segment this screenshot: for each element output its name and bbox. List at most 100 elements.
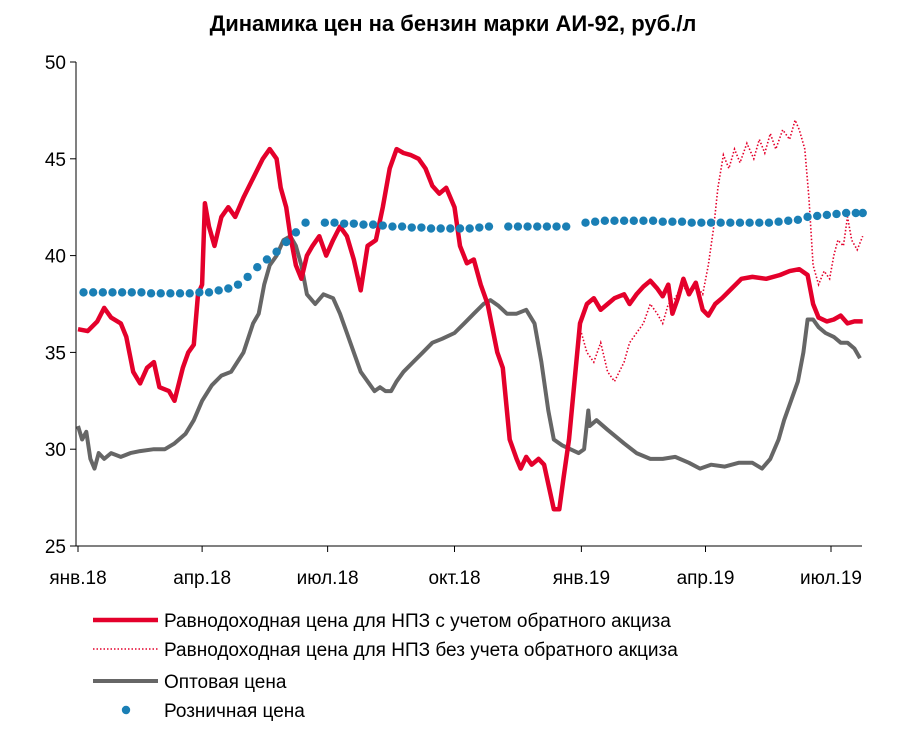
legend: Равнодоходная цена для НПЗ с учетом обра…: [93, 611, 678, 722]
chart-axes: 25 30 35 40 45 50 янв.18 апр.18 июл.18 окт.18 янв.…: [45, 53, 862, 589]
retail-price-point: [822, 210, 832, 220]
retail-price-point: [388, 222, 397, 231]
retail-price-point: [562, 222, 571, 231]
series-equal-yield-with-excise: [77, 146, 863, 512]
x-tick-label: апр.19: [677, 568, 735, 589]
retail-price-point: [446, 224, 455, 233]
series-retail-price: [79, 208, 867, 298]
legend-label: Оптовая цена: [164, 672, 287, 693]
plot-area: [76, 117, 867, 512]
y-tick-label: 50: [45, 53, 66, 74]
series-wholesale-price: [76, 234, 862, 471]
retail-price-point: [166, 289, 175, 298]
retail-price-point: [813, 211, 822, 221]
retail-price-point: [793, 215, 803, 224]
retail-price-point: [407, 223, 416, 232]
retail-price-point: [774, 217, 783, 226]
retail-price-point: [175, 289, 185, 298]
retail-price-point: [784, 216, 793, 225]
retail-price-point: [146, 289, 156, 298]
x-tick-label: янв.18: [49, 568, 106, 589]
chart-title: Динамика цен на бензин марки АИ-92, руб.…: [210, 11, 697, 36]
retail-price-point: [417, 223, 426, 232]
retail-price-point: [349, 219, 359, 228]
x-tick-label: окт.18: [428, 568, 480, 589]
retail-price-point: [687, 218, 696, 227]
retail-price-point: [610, 216, 619, 225]
retail-price-point: [735, 218, 745, 227]
retail-price-point: [658, 217, 667, 226]
retail-price-point: [98, 288, 108, 297]
retail-price-point: [368, 220, 378, 229]
retail-price-point: [726, 218, 735, 227]
retail-price-point: [426, 224, 436, 233]
retail-price-point: [455, 224, 465, 233]
retail-price-point: [552, 222, 561, 231]
retail-price-point: [590, 217, 600, 226]
retail-price-point: [436, 224, 445, 233]
retail-price-point: [272, 247, 281, 256]
retail-price-point: [533, 222, 542, 231]
retail-price-point: [88, 288, 98, 297]
retail-price-point: [803, 212, 812, 222]
retail-price-point: [330, 218, 339, 227]
retail-price-point: [359, 220, 368, 229]
retail-price-point: [629, 216, 638, 225]
retail-price-point: [475, 223, 484, 232]
retail-price-point: [320, 218, 330, 227]
retail-price-point: [513, 222, 523, 231]
retail-price-point: [648, 216, 658, 225]
retail-price-point: [697, 218, 706, 227]
retail-price-point: [262, 255, 272, 264]
x-tick-label: июл.18: [297, 568, 359, 589]
retail-price-point: [677, 217, 687, 226]
legend-label: Равнодоходная цена для НПЗ без учета обр…: [164, 640, 678, 661]
retail-price-point: [542, 222, 552, 231]
retail-price-point: [465, 224, 474, 233]
retail-price-point: [339, 219, 349, 228]
retail-price-point: [291, 228, 301, 237]
retail-price-point: [668, 217, 677, 226]
x-tick-label: янв.19: [553, 568, 610, 589]
retail-price-point: [581, 218, 590, 227]
retail-price-point: [137, 288, 146, 297]
legend-label: Равнодоходная цена для НПЗ с учетом обра…: [164, 611, 671, 632]
retail-price-point: [851, 208, 861, 218]
y-tick-label: 40: [45, 247, 66, 268]
retail-price-point: [523, 222, 532, 231]
retail-price-point: [706, 218, 716, 227]
y-tick-label: 45: [45, 150, 66, 171]
retail-price-point: [504, 222, 513, 231]
retail-price-point: [639, 216, 648, 225]
retail-price-point: [764, 218, 774, 227]
retail-price-point: [397, 222, 407, 231]
y-tick-label: 35: [45, 343, 66, 364]
retail-price-point: [301, 218, 310, 227]
retail-price-point: [378, 221, 387, 230]
retail-price-point: [841, 208, 851, 218]
retail-price-point: [755, 218, 764, 227]
retail-price-point: [195, 288, 204, 297]
retail-price-point: [600, 216, 610, 225]
retail-price-point: [858, 208, 867, 218]
y-tick-label: 25: [45, 537, 66, 558]
legend-symbol-retail: [121, 705, 131, 715]
retail-price-point: [224, 284, 233, 293]
retail-price-point: [214, 286, 223, 295]
retail-price-point: [79, 288, 88, 297]
legend-label: Розничная цена: [164, 701, 305, 722]
retail-price-point: [185, 289, 194, 298]
retail-price-point: [253, 263, 262, 272]
retail-price-point: [156, 289, 165, 298]
retail-price-point: [282, 237, 291, 247]
retail-price-point: [484, 222, 494, 231]
retail-price-point: [745, 218, 754, 227]
retail-price-point: [127, 288, 136, 297]
retail-price-point: [204, 288, 214, 297]
retail-price-point: [108, 288, 117, 297]
x-tick-label: апр.18: [173, 568, 231, 589]
y-tick-label: 30: [45, 440, 66, 461]
retail-price-point: [243, 272, 252, 282]
retail-price-point: [233, 280, 243, 289]
